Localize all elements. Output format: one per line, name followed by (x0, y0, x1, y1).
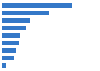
Bar (2, 3, 72, 8)
Bar (2, 56, 14, 60)
Bar (2, 48, 16, 53)
Bar (2, 33, 20, 38)
Bar (2, 26, 26, 30)
Bar (2, 18, 30, 23)
Bar (2, 11, 49, 15)
Bar (2, 63, 6, 68)
Bar (2, 41, 19, 45)
